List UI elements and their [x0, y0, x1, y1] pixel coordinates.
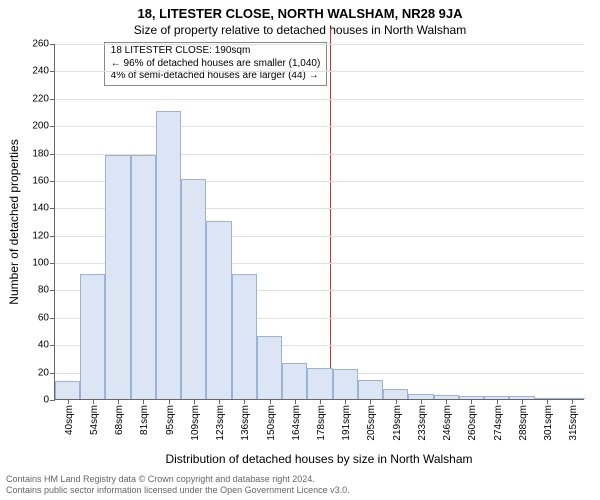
- xtick-label: 136sqm: [240, 405, 251, 441]
- histogram-bar: [358, 380, 383, 399]
- gridline: [55, 99, 584, 100]
- gridline: [55, 71, 584, 72]
- xtick-mark: [194, 399, 195, 404]
- histogram-bar: [105, 155, 130, 399]
- x-axis-label: Distribution of detached houses by size …: [165, 452, 472, 466]
- chart-subtitle: Size of property relative to detached ho…: [0, 21, 600, 37]
- annotation-line-1: 18 LITESTER CLOSE: 190sqm: [111, 45, 321, 58]
- xtick-mark: [522, 399, 523, 404]
- ytick-label: 140: [32, 203, 55, 214]
- histogram-bar: [333, 369, 358, 399]
- xtick-mark: [169, 399, 170, 404]
- xtick-mark: [497, 399, 498, 404]
- xtick-label: 274sqm: [493, 405, 504, 441]
- xtick-label: 123sqm: [215, 405, 226, 441]
- footer-line-1: Contains HM Land Registry data © Crown c…: [6, 474, 594, 485]
- xtick-mark: [572, 399, 573, 404]
- xtick-mark: [446, 399, 447, 404]
- xtick-label: 260sqm: [467, 405, 478, 441]
- xtick-label: 81sqm: [139, 405, 150, 435]
- ytick-label: 40: [38, 340, 55, 351]
- xtick-mark: [547, 399, 548, 404]
- xtick-label: 109sqm: [190, 405, 201, 441]
- histogram-bar: [181, 179, 206, 399]
- annotation-box: 18 LITESTER CLOSE: 190sqm ← 96% of detac…: [104, 42, 328, 86]
- y-axis-label: Number of detached properties: [7, 139, 21, 304]
- xtick-label: 246sqm: [442, 405, 453, 441]
- annotation-line-2: ← 96% of detached houses are smaller (1,…: [111, 58, 321, 71]
- footer-line-2: Contains public sector information licen…: [6, 485, 594, 496]
- histogram-bar: [282, 363, 307, 399]
- plot-area: 18 LITESTER CLOSE: 190sqm ← 96% of detac…: [54, 44, 584, 400]
- histogram-bar: [232, 274, 257, 399]
- footer-attribution: Contains HM Land Registry data © Crown c…: [6, 474, 594, 496]
- xtick-label: 68sqm: [114, 405, 125, 435]
- xtick-mark: [143, 399, 144, 404]
- ytick-label: 220: [32, 93, 55, 104]
- gridline: [55, 44, 584, 45]
- histogram-bar: [55, 381, 80, 399]
- xtick-mark: [244, 399, 245, 404]
- histogram-bar: [131, 155, 156, 399]
- xtick-mark: [219, 399, 220, 404]
- xtick-mark: [471, 399, 472, 404]
- reference-line: [330, 28, 331, 399]
- ytick-label: 260: [32, 39, 55, 50]
- ytick-label: 80: [38, 285, 55, 296]
- xtick-mark: [295, 399, 296, 404]
- xtick-label: 315sqm: [568, 405, 579, 441]
- chart-title: 18, LITESTER CLOSE, NORTH WALSHAM, NR28 …: [0, 0, 600, 21]
- ytick-label: 20: [38, 367, 55, 378]
- xtick-label: 301sqm: [543, 405, 554, 441]
- histogram-bar: [307, 368, 332, 399]
- ytick-label: 100: [32, 258, 55, 269]
- xtick-label: 95sqm: [165, 405, 176, 435]
- xtick-label: 54sqm: [89, 405, 100, 435]
- ytick-label: 60: [38, 312, 55, 323]
- ytick-label: 240: [32, 66, 55, 77]
- histogram-bar: [80, 274, 105, 399]
- xtick-mark: [370, 399, 371, 404]
- xtick-label: 233sqm: [417, 405, 428, 441]
- xtick-mark: [118, 399, 119, 404]
- xtick-mark: [421, 399, 422, 404]
- histogram-bar: [206, 221, 231, 399]
- xtick-mark: [320, 399, 321, 404]
- histogram-bar: [257, 336, 282, 399]
- ytick-label: 180: [32, 148, 55, 159]
- xtick-label: 205sqm: [366, 405, 377, 441]
- ytick-label: 200: [32, 121, 55, 132]
- ytick-label: 160: [32, 175, 55, 186]
- xtick-mark: [270, 399, 271, 404]
- xtick-mark: [396, 399, 397, 404]
- histogram-bar: [156, 111, 181, 399]
- chart-container: 18, LITESTER CLOSE, NORTH WALSHAM, NR28 …: [0, 0, 600, 500]
- xtick-mark: [345, 399, 346, 404]
- histogram-bar: [383, 389, 408, 399]
- xtick-mark: [93, 399, 94, 404]
- gridline: [55, 126, 584, 127]
- xtick-label: 164sqm: [291, 405, 302, 441]
- xtick-label: 191sqm: [341, 405, 352, 441]
- xtick-label: 40sqm: [64, 405, 75, 435]
- xtick-label: 178sqm: [316, 405, 327, 441]
- ytick-label: 0: [43, 395, 55, 406]
- ytick-label: 120: [32, 230, 55, 241]
- xtick-label: 288sqm: [518, 405, 529, 441]
- xtick-label: 150sqm: [266, 405, 277, 441]
- xtick-label: 219sqm: [392, 405, 403, 441]
- xtick-mark: [68, 399, 69, 404]
